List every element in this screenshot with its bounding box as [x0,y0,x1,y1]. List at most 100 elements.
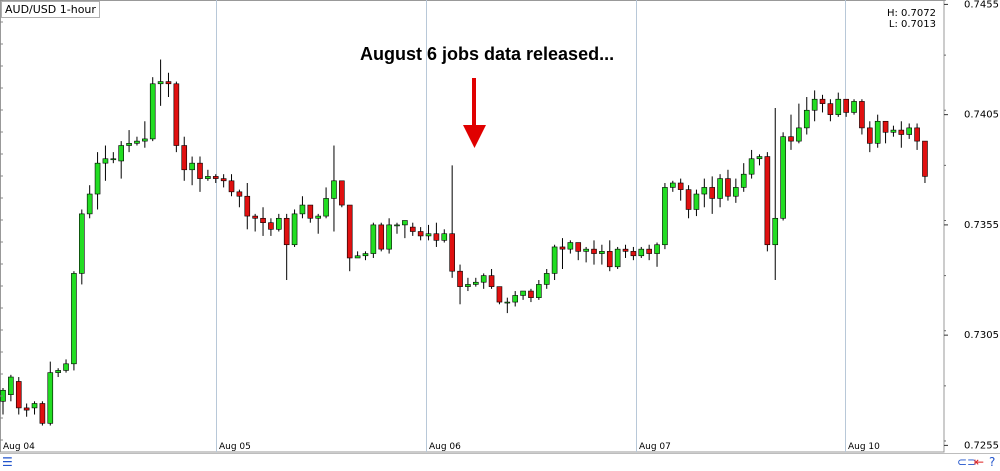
candle-body [165,81,172,85]
candle-body [299,204,306,215]
candle-body [575,242,582,252]
candle-body [567,242,574,250]
candle-body [512,295,519,303]
candle-body [796,127,802,142]
candle-body [23,407,30,411]
y-tick-label: 0.7305 [964,330,999,341]
day-label: Aug 05 [219,442,251,452]
day-label: Aug 07 [639,442,671,452]
candle-layer [0,59,928,426]
candle-body [354,255,361,259]
candle-body [764,156,771,246]
bottom-toolbar [0,453,1000,471]
candle-body [811,98,818,111]
candle-body [102,158,109,164]
candle-body [914,127,920,142]
candle-body [149,83,156,140]
arrow-head [463,125,486,148]
candle-body [346,204,353,259]
candle-body [8,376,14,395]
candle-body [362,253,369,257]
candle-body [189,162,195,171]
candle-body [748,158,755,175]
annotation-text: August 6 jobs data released... [360,44,615,64]
candle-body [409,226,416,232]
candle-body [646,248,652,254]
candle-body [504,301,511,304]
candle-body [173,83,180,146]
menu-icon[interactable]: ☰ [2,455,13,469]
candle-body [630,251,637,257]
candle-body [433,233,440,241]
low-label: L: 0.7013 [888,19,936,30]
candle-body [685,189,692,210]
candle-body [39,403,46,424]
candle-body [835,98,842,115]
candle-body [906,127,913,135]
day-label: Aug 10 [848,442,880,452]
day-label: Aug 06 [429,442,461,452]
candle-body [142,138,148,142]
plot-frame [0,0,945,453]
candle-body [212,176,219,179]
candle-body [291,213,298,246]
chart-title: AUD/USD 1-hour [1,1,100,18]
candle-body [780,136,786,219]
candle-body [275,217,282,230]
candle-body [157,81,164,85]
candle-body [378,224,385,250]
link-icon[interactable]: ⊂⊃ [957,455,978,469]
candle-body [536,284,542,298]
candle-body [205,176,211,179]
help-icon[interactable]: ? [989,455,996,469]
candle-body [15,381,22,409]
candle-body [622,248,629,252]
candle-body [725,178,731,197]
candle-body [890,129,897,133]
candle-body [244,195,251,217]
candle-body [118,145,124,162]
candle-body [709,187,716,199]
y-tick-label: 0.7455 [964,0,999,10]
candle-body [819,98,826,104]
candle-body [339,180,345,206]
candle-body [94,162,101,195]
candle-body [693,193,700,210]
candle-body [614,248,621,268]
candle-body [402,220,408,226]
candle-body [323,198,329,217]
candle-body [315,215,322,219]
y-tick-label: 0.7255 [964,440,999,451]
candle-body [859,101,865,129]
candle-body [788,136,794,142]
candle-body [47,372,54,424]
candle-body [882,120,889,133]
day-label: Aug 04 [3,442,35,452]
candle-body [425,233,432,237]
candle-body [669,182,676,188]
arrow-shaft [472,78,476,126]
y-tick-label: 0.7405 [964,110,999,121]
candle-body [86,193,93,215]
candle-body [874,120,881,144]
candle-body [220,178,227,182]
candle-body [449,233,455,272]
candle-body [638,248,645,257]
candle-body [843,98,849,113]
candle-body [236,191,243,197]
y-tick-label: 0.7355 [964,220,999,231]
candle-body [465,284,471,287]
candle-body [126,143,132,146]
candle-body [488,275,495,287]
candle-body [866,127,873,144]
grid-layer [0,0,945,453]
candle-body [252,215,258,219]
candle-body [370,224,377,254]
candle-body [394,224,400,227]
arrow-back-icon[interactable]: ⇤ [974,455,985,469]
candle-body [55,370,61,373]
candle-body [110,158,117,161]
